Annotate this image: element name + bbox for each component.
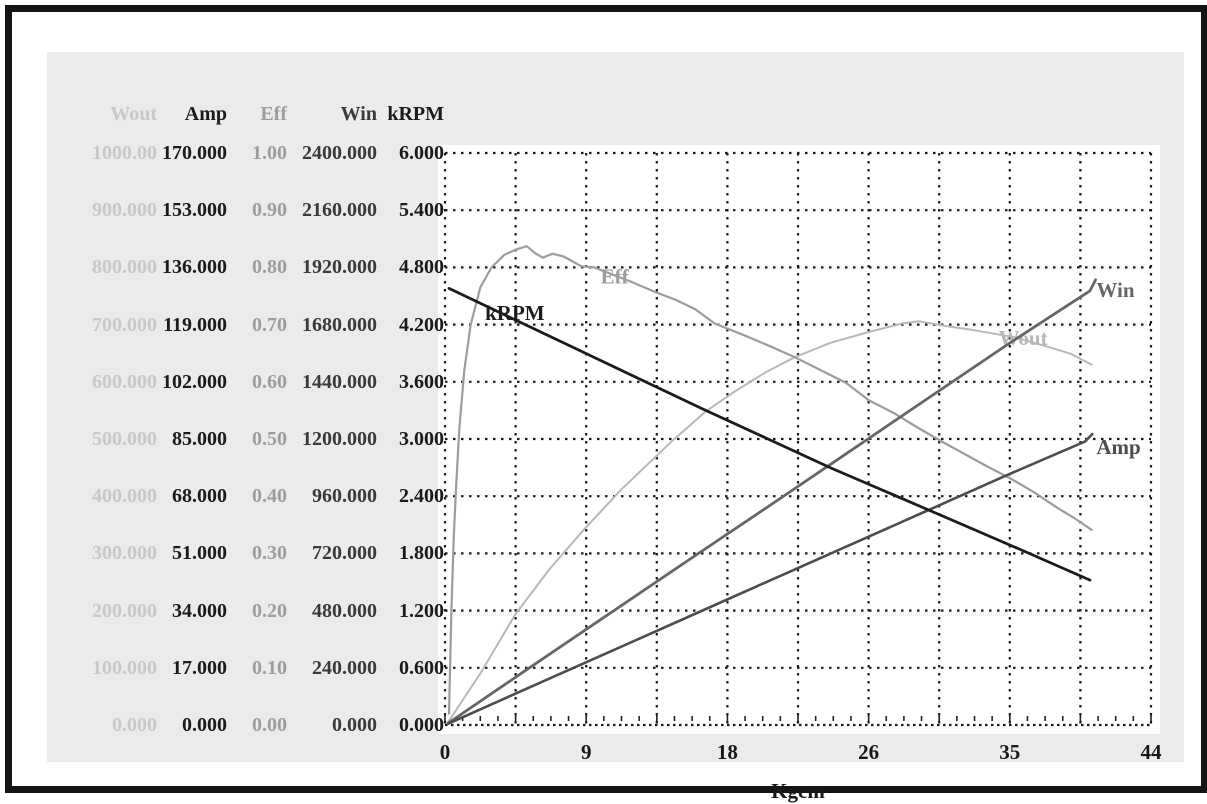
scale-value-amp: 34.000 <box>172 599 227 622</box>
scale-value-amp: 68.000 <box>172 485 227 508</box>
scale-value-krpm: 5.400 <box>399 199 444 222</box>
x-tick-label: 26 <box>858 740 880 764</box>
scale-table-row: 1000.00 170.000 1.00 2400.000 6.000 <box>75 140 444 166</box>
scale-value-eff: 0.50 <box>252 428 287 450</box>
scale-value-wout: 900.000 <box>92 199 157 222</box>
scale-value-win: 1920.000 <box>302 256 377 279</box>
scale-value-eff: 1.00 <box>252 142 287 164</box>
x-tick-label: 35 <box>999 740 1021 764</box>
scale-header-amp: Amp <box>184 103 227 125</box>
scale-value-krpm: 2.400 <box>399 485 444 508</box>
series-krpm-curve <box>447 286 1092 582</box>
scale-value-krpm: 3.000 <box>399 428 444 450</box>
scale-value-krpm: 6.000 <box>399 142 444 164</box>
scale-value-win: 2160.000 <box>302 199 377 222</box>
series-amp-label: Amp <box>1096 435 1140 459</box>
scale-value-eff: 0.40 <box>252 485 287 508</box>
scale-value-amp: 153.000 <box>162 199 227 222</box>
scale-value-eff: 0.80 <box>252 256 287 279</box>
x-tick-label: 44 <box>1140 740 1162 764</box>
scale-value-amp: 119.000 <box>163 313 227 336</box>
series-wout-curve <box>447 320 1093 724</box>
scale-value-wout: 0.000 <box>112 714 157 736</box>
x-tick-label: 9 <box>580 740 592 764</box>
scale-header-win: Win <box>340 103 377 125</box>
series-eff-curve <box>447 245 1093 715</box>
scale-value-amp: 102.000 <box>162 370 227 393</box>
scale-value-win: 1200.000 <box>302 428 377 450</box>
scale-header-wout: Wout <box>110 103 157 125</box>
scale-value-win: 720.000 <box>312 542 377 565</box>
scale-value-win: 240.000 <box>312 656 377 679</box>
series-win-label: Win <box>1096 278 1134 302</box>
scale-table-row: 200.000 34.000 0.20 480.000 1.200 <box>75 598 444 624</box>
scale-header-krpm: kRPM <box>387 103 444 125</box>
scale-value-wout: 400.000 <box>92 485 157 508</box>
scale-table-row: 600.000 102.000 0.60 1440.000 3.600 <box>75 369 444 395</box>
scale-table-row: 900.000 153.000 0.90 2160.000 5.400 <box>75 197 444 223</box>
scale-table-row: 400.000 68.000 0.40 960.000 2.400 <box>75 483 444 509</box>
scale-value-amp: 136.000 <box>162 256 227 279</box>
scale-table-row: 0.000 0.000 0.00 0.000 0.000 <box>75 712 444 738</box>
scale-table-row: 300.000 51.000 0.30 720.000 1.800 <box>75 540 444 566</box>
scale-value-win: 2400.000 <box>302 142 377 164</box>
scale-value-krpm: 4.200 <box>399 313 444 336</box>
scale-value-krpm: 3.600 <box>399 370 444 393</box>
scale-table-row: 800.000 136.000 0.80 1920.000 4.800 <box>75 254 444 280</box>
scale-value-win: 960.000 <box>312 485 377 508</box>
scale-value-amp: 51.000 <box>172 542 227 565</box>
scale-value-eff: 0.90 <box>252 199 287 222</box>
scale-value-amp: 0.000 <box>182 714 227 736</box>
scale-value-wout: 1000.00 <box>92 142 157 164</box>
scale-value-krpm: 1.800 <box>399 542 444 565</box>
scale-value-krpm: 0.000 <box>399 714 444 736</box>
scale-value-win: 0.000 <box>332 714 377 736</box>
x-tick-label: 18 <box>716 740 738 764</box>
scale-value-eff: 0.30 <box>252 542 287 565</box>
outer-frame: Wout Amp Eff Win kRPM 1000.00 170.000 1.00 2400.… <box>5 5 1207 803</box>
scale-table-row: 100.000 17.000 0.10 240.000 0.600 <box>75 655 444 681</box>
scale-value-win: 1680.000 <box>302 313 377 336</box>
scale-value-wout: 700.000 <box>92 313 157 336</box>
scale-value-eff: 0.00 <box>252 714 287 736</box>
chart-panel: Wout Amp Eff Win kRPM 1000.00 170.000 1.00 2400.… <box>47 52 1184 803</box>
series-eff-label: Eff <box>601 265 630 289</box>
series-win-curve <box>446 278 1097 725</box>
scale-value-wout: 600.000 <box>92 370 157 393</box>
series-amp-curve <box>446 432 1094 726</box>
series-krpm-label: kRPM <box>485 301 545 325</box>
scale-value-eff: 0.70 <box>252 313 287 336</box>
scale-header-eff: Eff <box>260 103 287 125</box>
scale-table-row: 700.000 119.000 0.70 1680.000 4.200 <box>75 312 444 338</box>
scale-value-amp: 17.000 <box>172 656 227 679</box>
scale-table-header-row: Wout Amp Eff Win kRPM <box>75 101 444 127</box>
scale-value-wout: 800.000 <box>92 256 157 279</box>
scale-value-wout: 200.000 <box>92 599 157 622</box>
scale-value-eff: 0.20 <box>252 599 287 622</box>
scale-value-eff: 0.60 <box>252 370 287 393</box>
scale-value-amp: 85.000 <box>172 428 227 450</box>
scale-value-win: 1440.000 <box>302 370 377 393</box>
scale-value-krpm: 1.200 <box>399 599 444 622</box>
x-tick-label: 0 <box>439 740 451 764</box>
scale-value-eff: 0.10 <box>252 656 287 679</box>
scale-table-row: 500.000 85.000 0.50 1200.000 3.000 <box>75 426 444 452</box>
scale-value-wout: 100.000 <box>92 656 157 679</box>
scale-value-wout: 500.000 <box>92 428 157 450</box>
scale-value-krpm: 0.600 <box>399 656 444 679</box>
scale-value-krpm: 4.800 <box>399 256 444 279</box>
scale-value-win: 480.000 <box>312 599 377 622</box>
scale-value-wout: 300.000 <box>92 542 157 565</box>
scale-value-amp: 170.000 <box>162 142 227 164</box>
